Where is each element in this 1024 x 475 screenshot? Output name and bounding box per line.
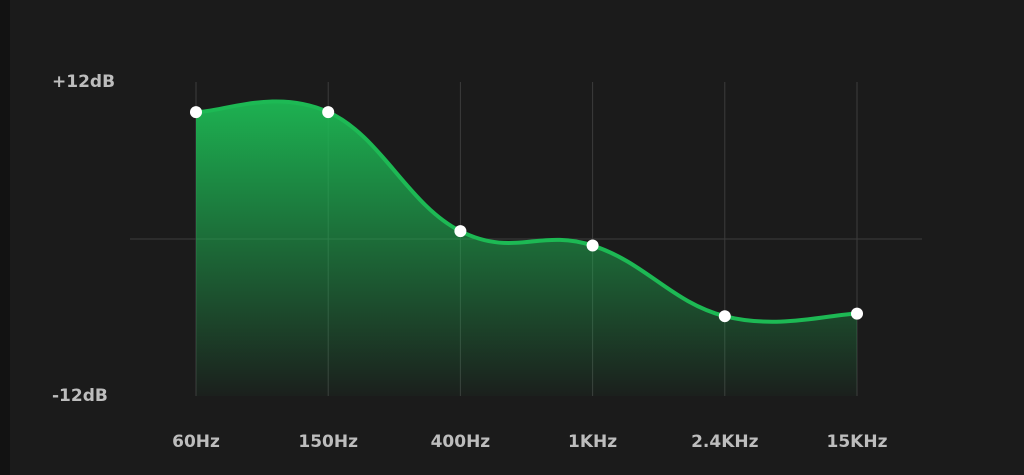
- eq-curve: [194, 99, 859, 324]
- x-tick-label: 150Hz: [298, 432, 358, 452]
- eq-area: [196, 101, 857, 397]
- x-tick-label: 15KHz: [827, 432, 888, 452]
- side-strip: [0, 0, 10, 475]
- y-tick-label: -12dB: [52, 386, 108, 406]
- eq-handle[interactable]: [454, 225, 467, 238]
- eq-handle[interactable]: [190, 106, 202, 119]
- x-tick-label: 1KHz: [568, 432, 617, 452]
- eq-handle[interactable]: [718, 310, 731, 323]
- eq-handle[interactable]: [322, 106, 335, 119]
- x-tick-label: 2.4KHz: [691, 432, 759, 452]
- y-tick-label: +12dB: [52, 72, 115, 92]
- eq-handle[interactable]: [851, 307, 863, 320]
- x-tick-label: 60Hz: [172, 432, 220, 452]
- x-tick-label: 400Hz: [431, 432, 491, 452]
- eq-handle[interactable]: [586, 239, 599, 252]
